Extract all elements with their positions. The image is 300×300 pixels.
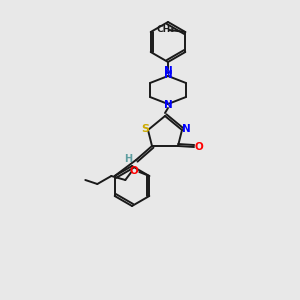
Text: O: O — [130, 166, 139, 176]
Text: N: N — [164, 70, 172, 80]
Text: CH₃: CH₃ — [156, 25, 174, 34]
Text: N: N — [164, 66, 172, 76]
Text: O: O — [195, 142, 203, 152]
Text: S: S — [141, 124, 149, 134]
Text: N: N — [164, 100, 172, 110]
Text: H: H — [124, 154, 132, 164]
Text: N: N — [182, 124, 190, 134]
